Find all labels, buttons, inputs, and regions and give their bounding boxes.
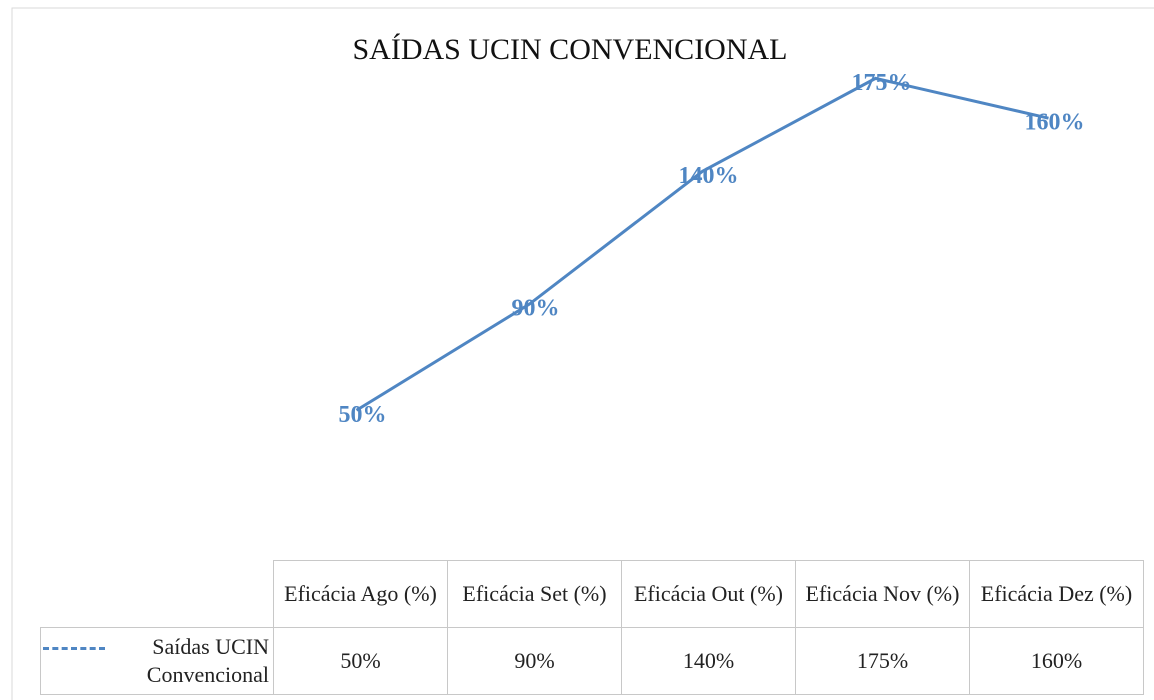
data-label: 50%	[339, 402, 387, 428]
legend-swatch	[43, 647, 105, 650]
data-table: Eficácia Ago (%) Eficácia Set (%) Eficácia…	[40, 560, 1144, 695]
category-cell: Eficácia Out (%)	[621, 560, 796, 628]
category-cell: Eficácia Dez (%)	[969, 560, 1144, 628]
category-cell: Eficácia Ago (%)	[273, 560, 448, 628]
category-cell: Eficácia Set (%)	[447, 560, 622, 628]
value-cell: 140%	[621, 627, 796, 695]
value-cell: 160%	[969, 627, 1144, 695]
legend-cell: Saídas UCIN Convencional	[40, 627, 274, 695]
chart-title: SAÍDAS UCIN CONVENCIONAL	[353, 33, 788, 66]
chart-border	[11, 7, 1154, 700]
data-label: 140%	[679, 163, 739, 189]
value-cell: 50%	[273, 627, 448, 695]
data-label: 160%	[1025, 110, 1085, 136]
legend-label: Saídas UCIN Convencional	[146, 634, 269, 687]
series-line	[355, 76, 1049, 412]
data-label: 90%	[512, 296, 560, 322]
data-label: 175%	[852, 70, 912, 96]
header-row: Eficácia Ago (%) Eficácia Set (%) Eficácia…	[40, 560, 1144, 628]
category-cell: Eficácia Nov (%)	[795, 560, 970, 628]
blank-cell	[40, 560, 274, 628]
data-row: Saídas UCIN Convencional 50% 90% 140% 175% 1…	[40, 627, 1144, 695]
value-cell: 175%	[795, 627, 970, 695]
value-cell: 90%	[447, 627, 622, 695]
